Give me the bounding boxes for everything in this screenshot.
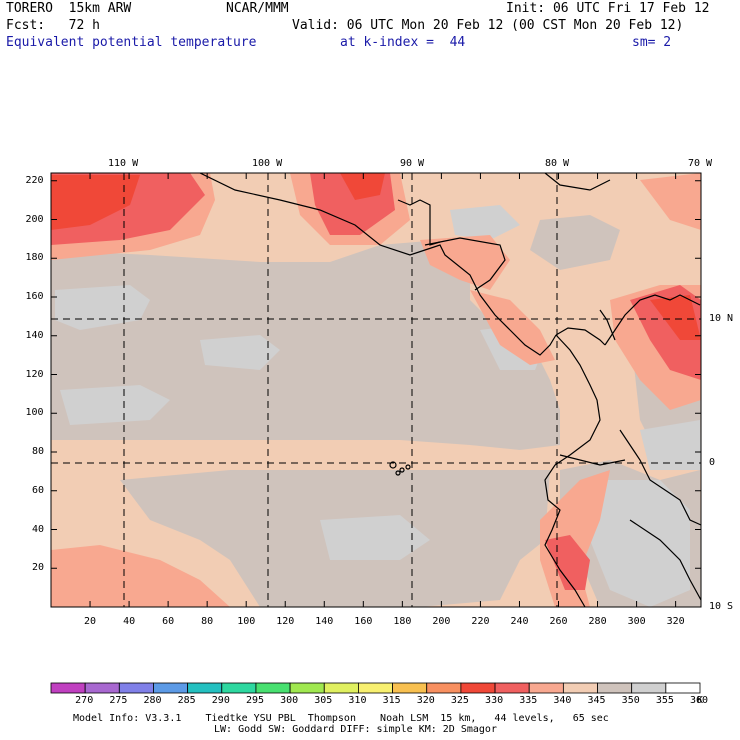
x-tick-label: 160 [354, 616, 373, 627]
level-label: at k-index = 44 [340, 35, 466, 50]
x-tick-label: 240 [510, 616, 529, 627]
axis-ticks [51, 173, 701, 607]
model-title: TORERO 15km ARW [6, 1, 132, 16]
y-tick-label: 100 [25, 407, 44, 419]
valid-time: Valid: 06 UTC Mon 20 Feb 12 (00 CST Mon … [292, 18, 684, 33]
lon-label-80w: 80 W [545, 158, 570, 169]
x-tick-label: 20 [84, 616, 97, 627]
colorbar-label: 270 [75, 695, 94, 706]
y-tick-label: 80 [32, 446, 45, 457]
lon-label-100w: 100 W [252, 158, 283, 169]
x-tick-label: 120 [276, 616, 295, 627]
x-tick-label: 260 [549, 616, 568, 627]
y-tick-label: 140 [25, 329, 44, 341]
lon-label-70w: 70 W [688, 158, 713, 169]
x-tick-label: 140 [315, 616, 334, 627]
colorbar-label: 315 [382, 695, 401, 706]
colorbar-swatch [358, 682, 393, 694]
init-time: Init: 06 UTC Fri 17 Feb 12 [506, 1, 710, 16]
y-tick-label: 120 [25, 368, 44, 380]
colorbar-label: 290 [211, 695, 230, 706]
colorbar-swatch [597, 682, 633, 694]
x-tick-label: 280 [588, 616, 607, 627]
forecast-hour: Fcst: 72 h [6, 18, 100, 33]
lon-label-90w: 90 W [400, 158, 425, 169]
colorbar-swatch [50, 682, 86, 694]
colorbar-label: 300 [280, 695, 299, 706]
y-tick-label: 160 [25, 291, 44, 302]
colorbar-swatch [426, 682, 462, 694]
x-tick-label: 200 [432, 616, 451, 627]
colorbar-label: 340 [553, 695, 572, 706]
colorbar-label: 295 [245, 695, 264, 706]
colorbar-swatch [562, 682, 598, 694]
colorbar-swatch [494, 682, 530, 694]
colorbar-swatch [392, 682, 428, 694]
map-frame [50, 172, 702, 608]
colorbar-label: 285 [177, 695, 196, 706]
colorbar-label: 325 [450, 695, 469, 706]
colorbar-swatch [118, 682, 154, 694]
lat-label-10n: 10 N [709, 313, 734, 324]
colorbar-label: 310 [348, 695, 367, 706]
x-tick-label: 220 [471, 616, 490, 627]
colorbar-label: 355 [655, 695, 674, 706]
y-tick-label: 40 [32, 523, 45, 535]
colorbar-label: 330 [485, 695, 504, 706]
x-tick-label: 300 [627, 616, 646, 627]
x-tick-label: 40 [123, 616, 136, 627]
field-name: Equivalent potential temperature [6, 35, 257, 50]
colorbar-swatch [221, 682, 257, 694]
lat-label-0: 0 [709, 457, 716, 468]
colorbar-label: 275 [109, 695, 128, 706]
colorbar-unit: K [697, 695, 704, 706]
colorbar-swatch [460, 682, 496, 694]
model-info: Model Info: V3.3.1 Tiedtke YSU PBL Thomp… [73, 713, 609, 724]
coastlines [199, 173, 701, 607]
map-field [51, 173, 701, 607]
colorbar-swatch [665, 682, 701, 694]
x-tick-label: 180 [393, 616, 412, 627]
y-tick-label: 200 [25, 213, 44, 225]
smoothing-label: sm= 2 [632, 35, 672, 50]
y-tick-label: 20 [32, 562, 45, 574]
colorbar-swatch [255, 682, 291, 694]
colorbar-swatch [528, 682, 564, 694]
colorbar-label: 345 [587, 695, 606, 706]
org-label: NCAR/MMM [226, 1, 289, 16]
y-tick-label: 180 [25, 252, 44, 264]
colorbar-label: 335 [519, 695, 538, 706]
y-tick-label: 60 [32, 484, 45, 496]
colorbar-swatch [631, 682, 667, 694]
colorbar-label: 320 [416, 695, 435, 706]
lat-label-10s: 10 S [709, 601, 734, 612]
colorbar-label: 360 [690, 695, 709, 706]
colorbar-swatch [153, 682, 189, 694]
lon-label-110w: 110 W [108, 158, 139, 169]
x-tick-label: 80 [201, 616, 214, 627]
colorbar-swatch [289, 682, 325, 694]
x-tick-label: 100 [237, 616, 256, 627]
x-tick-label: 60 [162, 616, 175, 627]
y-tick-label: 220 [25, 174, 44, 186]
colorbar-swatch [323, 682, 359, 694]
colorbar-swatch [84, 682, 120, 694]
colorbar-label: 305 [314, 695, 333, 706]
x-tick-label: 320 [666, 616, 685, 627]
colorbar-label: 350 [621, 695, 640, 706]
colorbar-label: 280 [143, 695, 162, 706]
colorbar-swatch [187, 682, 223, 694]
physics-info: LW: Godd SW: Goddard DIFF: simple KM: 2D… [214, 724, 497, 735]
theta-e-330-region [51, 173, 701, 340]
